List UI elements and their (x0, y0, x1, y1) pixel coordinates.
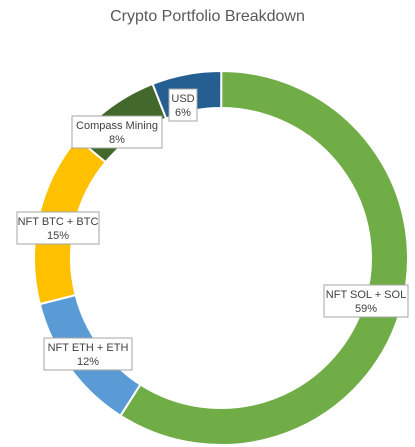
data-label-nft-btc-btc: NFT BTC + BTC 15% (16, 211, 100, 245)
data-label-box (168, 88, 198, 122)
data-label-box (71, 115, 163, 149)
data-label-category: NFT BTC + BTC (18, 216, 99, 228)
data-label-percent: 12% (77, 356, 99, 368)
data-label-nft-sol-sol: NFT SOL + SOL 59% (323, 284, 409, 318)
slice-nft-sol-sol (119, 69, 409, 446)
data-label-category: Compass Mining (76, 120, 158, 132)
data-label-box (43, 337, 133, 371)
data-label-category: USD (171, 93, 194, 105)
data-label-compass-mining: Compass Mining 8% (71, 115, 163, 149)
data-label-nft-eth-eth: NFT ETH + ETH 12% (43, 337, 133, 371)
data-label-box (323, 284, 409, 318)
data-label-percent: 59% (355, 303, 377, 315)
chart-title: Crypto Portfolio Breakdown (110, 8, 305, 25)
data-label-percent: 6% (175, 107, 191, 119)
data-label-percent: 15% (47, 230, 69, 242)
data-label-category: NFT ETH + ETH (48, 342, 129, 354)
data-label-box (16, 211, 100, 245)
data-label-usd: USD 6% (168, 88, 198, 122)
data-label-percent: 8% (109, 134, 125, 146)
data-label-category: NFT SOL + SOL (326, 289, 406, 301)
